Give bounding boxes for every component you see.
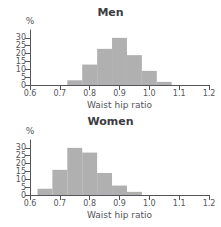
svg-text:20: 20 xyxy=(16,49,26,58)
svg-text:1.0: 1.0 xyxy=(143,199,156,208)
svg-text:0.7: 0.7 xyxy=(53,89,66,98)
svg-text:Waist hip ratio: Waist hip ratio xyxy=(87,210,152,220)
svg-text:0.7: 0.7 xyxy=(53,199,66,208)
svg-text:0: 0 xyxy=(20,80,26,90)
svg-text:5: 5 xyxy=(21,183,26,192)
svg-text:0: 0 xyxy=(20,190,26,200)
svg-text:0.6: 0.6 xyxy=(24,89,37,98)
svg-text:0.6: 0.6 xyxy=(24,199,37,208)
svg-text:0.9: 0.9 xyxy=(113,89,126,98)
svg-text:30: 30 xyxy=(16,143,26,152)
svg-text:Waist hip ratio: Waist hip ratio xyxy=(87,100,152,110)
svg-text:10: 10 xyxy=(16,175,26,184)
svg-text:Men: Men xyxy=(97,6,123,19)
svg-text:0.9: 0.9 xyxy=(113,199,126,208)
svg-text:25: 25 xyxy=(16,41,26,50)
svg-text:1.1: 1.1 xyxy=(173,89,186,98)
svg-text:25: 25 xyxy=(16,151,26,160)
svg-text:5: 5 xyxy=(21,73,26,82)
svg-text:30: 30 xyxy=(16,33,26,42)
svg-text:%: % xyxy=(26,126,35,136)
svg-text:10: 10 xyxy=(16,65,26,74)
svg-text:1.2: 1.2 xyxy=(203,89,216,98)
svg-text:0.8: 0.8 xyxy=(83,89,96,98)
svg-text:20: 20 xyxy=(16,159,26,168)
svg-text:1.1: 1.1 xyxy=(173,199,186,208)
svg-text:1.0: 1.0 xyxy=(143,89,156,98)
svg-text:%: % xyxy=(26,16,35,26)
svg-text:Women: Women xyxy=(87,115,133,128)
svg-text:0.8: 0.8 xyxy=(83,199,96,208)
svg-text:15: 15 xyxy=(16,57,26,66)
svg-text:15: 15 xyxy=(16,167,26,176)
svg-text:1.2: 1.2 xyxy=(203,199,216,208)
